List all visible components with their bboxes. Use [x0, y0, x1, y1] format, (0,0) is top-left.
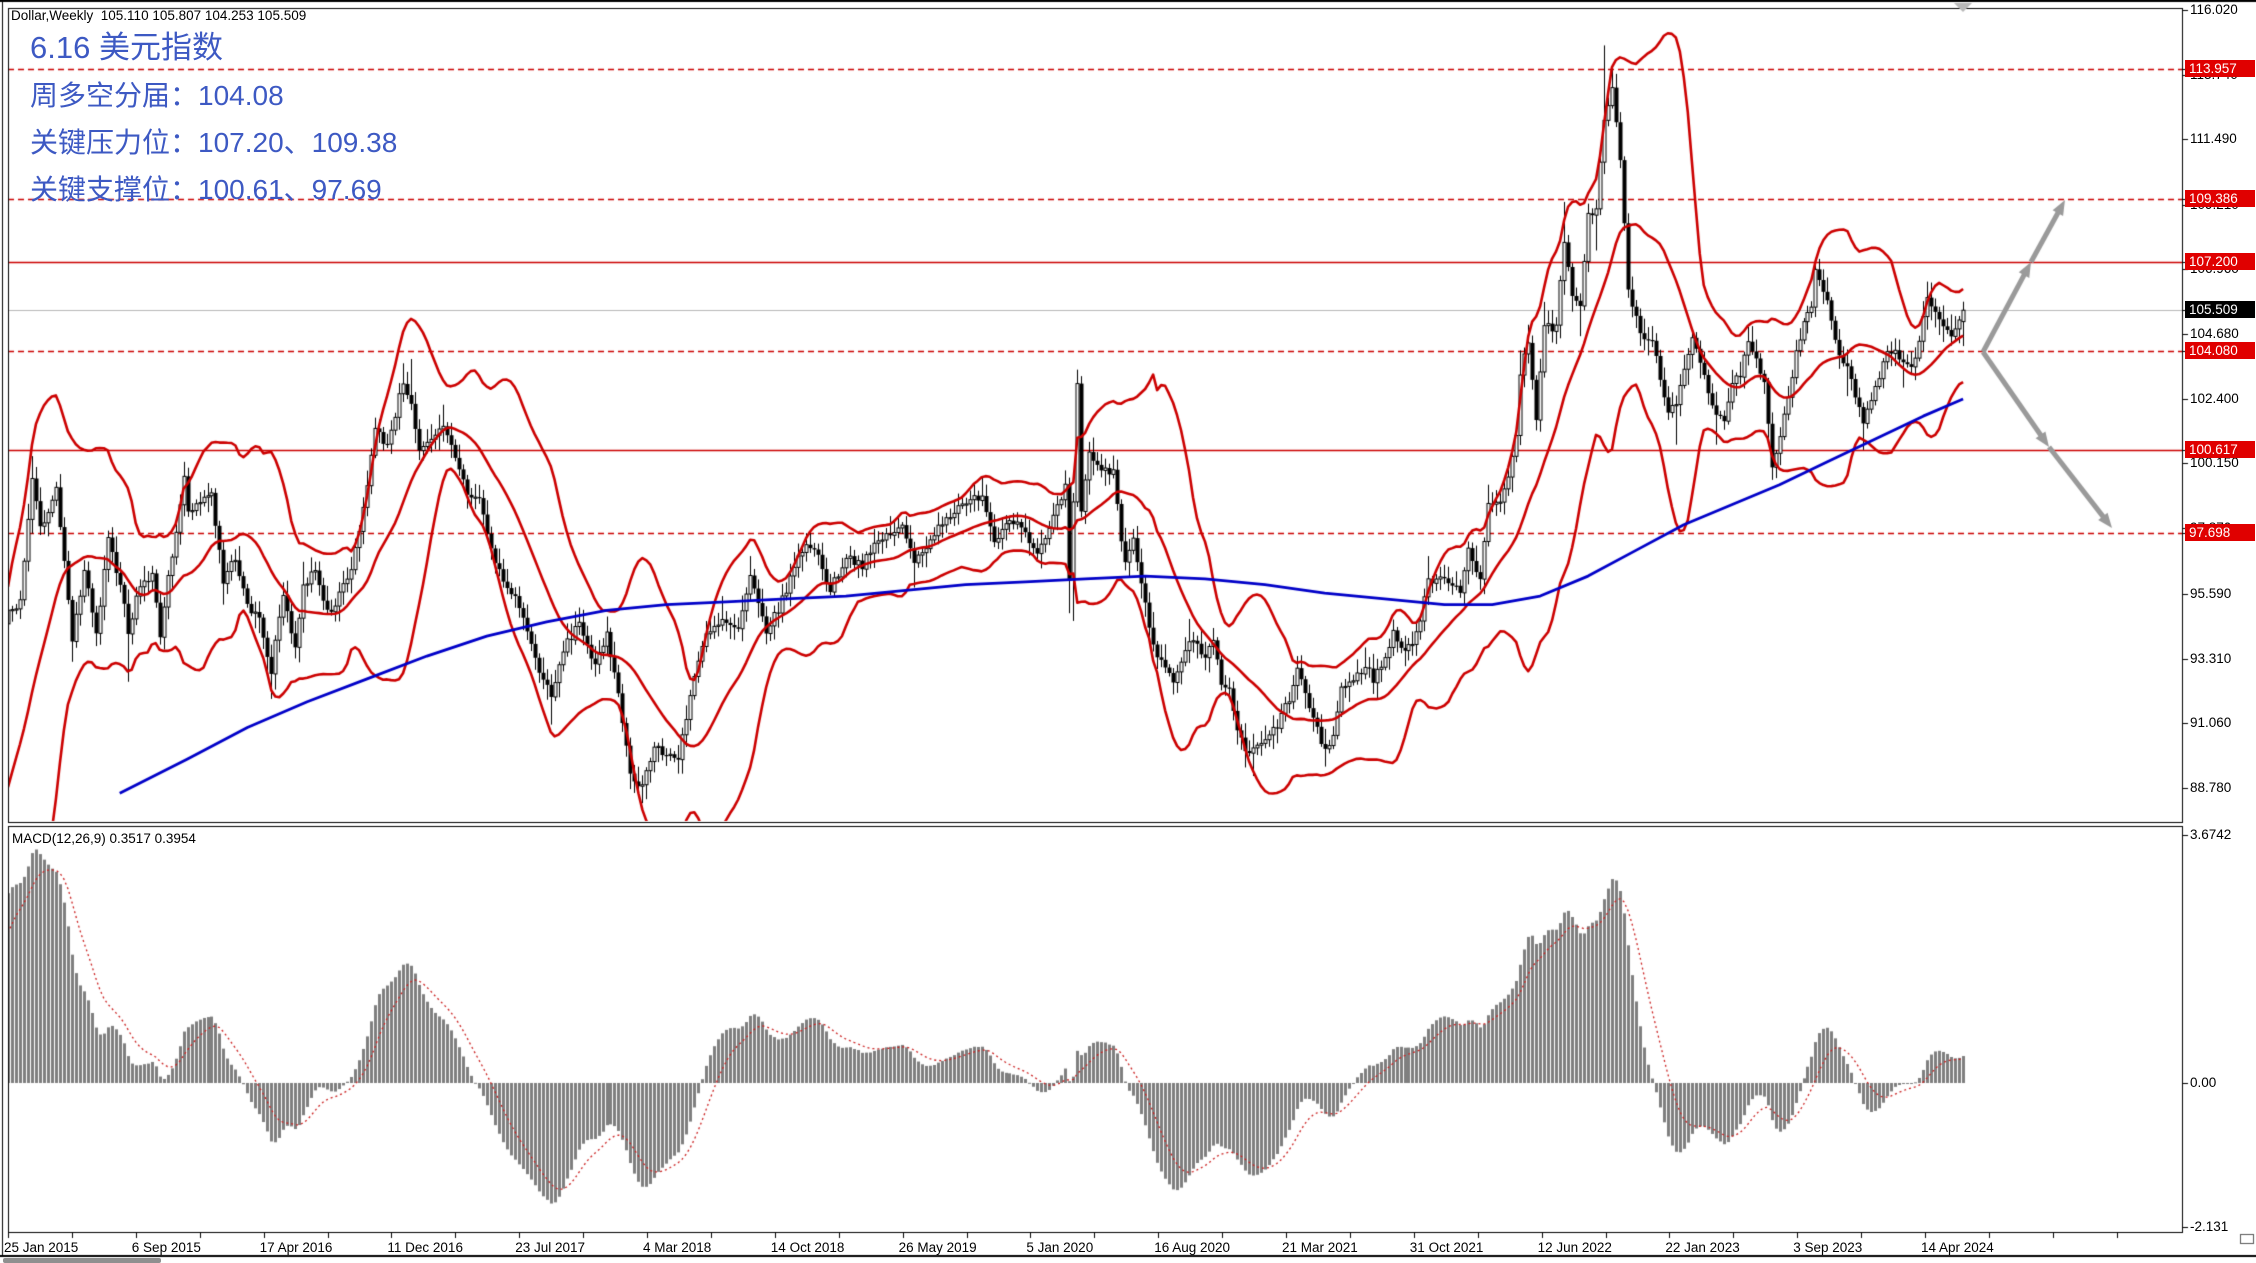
- price-level-badge: 107.200: [2185, 252, 2255, 270]
- date-label: 3 Sep 2023: [1793, 1240, 1863, 1255]
- price-level-badge: 97.698: [2185, 524, 2255, 542]
- price-level-badge: 109.386: [2185, 190, 2255, 208]
- macd-tick-label: 0.00: [2190, 1074, 2217, 1090]
- current-price-badge: 105.509: [2185, 301, 2255, 319]
- annotation-support-line: 关键支撑位：100.61、97.69: [30, 174, 382, 205]
- price-tick-label: 116.020: [2190, 1, 2238, 17]
- price-tick-label: 102.400: [2190, 391, 2239, 406]
- price-tick-label: 111.490: [2190, 131, 2237, 147]
- date-label: 6 Sep 2015: [131, 1240, 201, 1255]
- date-label: 25 Jan 2015: [4, 1240, 79, 1255]
- price-level-badge: 104.080: [2185, 342, 2255, 360]
- date-label: 12 Jun 2022: [1537, 1240, 1612, 1255]
- date-label: 17 Apr 2016: [259, 1240, 333, 1255]
- macd-tick-label: -2.131: [2190, 1218, 2229, 1234]
- price-level-badge: 100.617: [2185, 440, 2255, 458]
- date-label: 31 Oct 2021: [1409, 1240, 1484, 1255]
- price-tick-label: 104.680: [2190, 325, 2239, 341]
- macd-tick-label: 3.6742: [2190, 827, 2232, 843]
- date-label: 5 Jan 2020: [1026, 1240, 1094, 1255]
- price-tick-label: 100.150: [2190, 455, 2239, 471]
- date-label: 16 Aug 2020: [1154, 1240, 1231, 1255]
- symbol-ohlc-line: Dollar,Weekly 105.110 105.807 104.253 10…: [11, 8, 307, 23]
- date-label: 11 Dec 2016: [387, 1240, 463, 1255]
- date-label: 4 Mar 2018: [643, 1240, 712, 1255]
- horizontal-scrollbar-thumb[interactable]: [3, 1258, 161, 1263]
- date-label: 21 Mar 2021: [1282, 1240, 1358, 1255]
- date-label: 14 Oct 2018: [770, 1240, 845, 1255]
- macd-indicator-label: MACD(12,26,9) 0.3517 0.3954: [12, 831, 196, 846]
- price-level-badge: 113.957: [2185, 59, 2255, 77]
- price-tick-label: 88.780: [2190, 780, 2232, 795]
- annotation-pivot-line: 周多空分届：104.08: [30, 80, 284, 111]
- date-label: 14 Apr 2024: [1921, 1240, 1994, 1255]
- price-tick-label: 91.060: [2190, 714, 2232, 730]
- date-label: 23 Jul 2017: [515, 1240, 585, 1255]
- annotation-title: 6.16 美元指数: [30, 30, 223, 65]
- date-label: 26 May 2019: [898, 1240, 977, 1255]
- price-tick-label: 95.590: [2190, 585, 2232, 601]
- annotation-resistance-line: 关键压力位：107.20、109.38: [30, 127, 398, 158]
- price-tick-label: 93.310: [2190, 650, 2232, 666]
- date-label: 22 Jan 2023: [1665, 1240, 1740, 1255]
